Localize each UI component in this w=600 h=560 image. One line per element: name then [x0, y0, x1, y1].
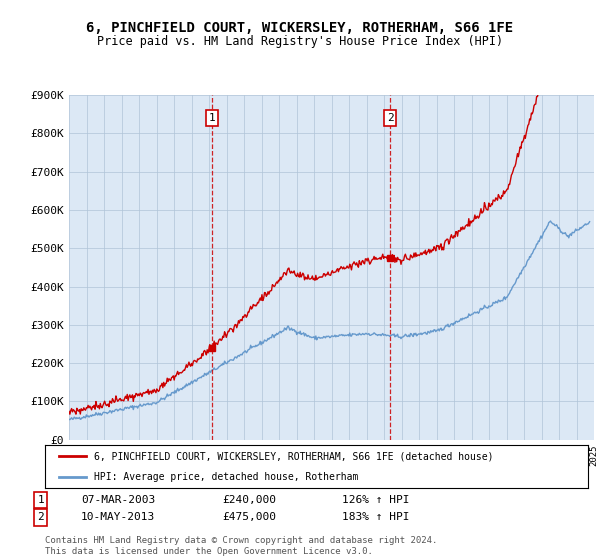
Text: 1: 1 [209, 113, 215, 123]
Text: Price paid vs. HM Land Registry's House Price Index (HPI): Price paid vs. HM Land Registry's House … [97, 35, 503, 48]
Text: Contains HM Land Registry data © Crown copyright and database right 2024.
This d: Contains HM Land Registry data © Crown c… [45, 536, 437, 556]
Text: 6, PINCHFIELD COURT, WICKERSLEY, ROTHERHAM, S66 1FE: 6, PINCHFIELD COURT, WICKERSLEY, ROTHERH… [86, 21, 514, 35]
Text: 1: 1 [37, 495, 44, 505]
Text: £475,000: £475,000 [222, 512, 276, 522]
Text: 126% ↑ HPI: 126% ↑ HPI [342, 495, 409, 505]
Text: 2: 2 [387, 113, 394, 123]
Text: HPI: Average price, detached house, Rotherham: HPI: Average price, detached house, Roth… [94, 473, 358, 482]
Text: 183% ↑ HPI: 183% ↑ HPI [342, 512, 409, 522]
Text: 2: 2 [37, 512, 44, 522]
Text: £240,000: £240,000 [222, 495, 276, 505]
Text: 07-MAR-2003: 07-MAR-2003 [81, 495, 155, 505]
Text: 6, PINCHFIELD COURT, WICKERSLEY, ROTHERHAM, S66 1FE (detached house): 6, PINCHFIELD COURT, WICKERSLEY, ROTHERH… [94, 451, 493, 461]
Text: 10-MAY-2013: 10-MAY-2013 [81, 512, 155, 522]
